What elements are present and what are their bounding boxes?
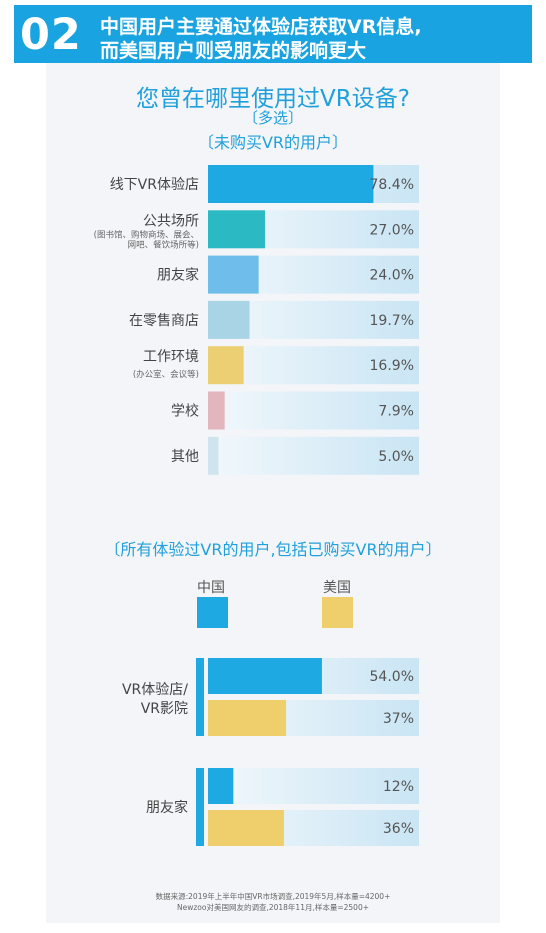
- legend-usa-label: 美国: [323, 580, 351, 596]
- category-label: 学校: [171, 403, 199, 420]
- legend-usa-swatch: [322, 597, 353, 628]
- bar: [208, 436, 219, 475]
- bar: [208, 391, 225, 430]
- bar: [208, 210, 265, 249]
- multi-select-note: 〔多选〕: [242, 109, 303, 127]
- category-sublabel: 网吧、餐饮场所等): [128, 239, 199, 250]
- bar: [208, 700, 287, 736]
- bar: [208, 346, 244, 385]
- section-number: 02: [20, 10, 82, 60]
- value-label: 5.0%: [378, 449, 414, 465]
- header-banner: 02 中国用户主要通过体验店获取VR信息, 而美国用户则受朋友的影响更大: [14, 5, 532, 63]
- category-label: 工作环境: [143, 349, 199, 365]
- value-label: 16.9%: [370, 358, 414, 374]
- category-label: VR影院: [141, 701, 188, 717]
- source-note-2: Newzoo对美国网友的调查,2018年11月,样本量=2500+: [176, 903, 370, 912]
- header-title-line-2: 而美国用户则受朋友的影响更大: [100, 40, 367, 62]
- value-label: 54.0%: [370, 669, 414, 685]
- category-label: 其他: [171, 449, 199, 465]
- value-label: 7.9%: [378, 404, 414, 420]
- category-label: 在零售商店: [129, 313, 199, 329]
- value-label: 19.7%: [370, 313, 414, 329]
- value-label: 78.4%: [370, 177, 414, 193]
- bar: [208, 768, 234, 804]
- group2-title: 〔所有体验过VR的用户,包括已购买VR的用户〕: [104, 540, 442, 559]
- category-label: 朋友家: [146, 799, 188, 816]
- value-label: 27.0%: [370, 222, 414, 238]
- group-marker: [196, 658, 204, 736]
- bar: [208, 810, 284, 846]
- legend-china-label: 中国: [197, 580, 225, 596]
- category-label: 公共场所: [143, 213, 199, 229]
- bar-track: [208, 436, 419, 475]
- group-marker: [196, 768, 204, 846]
- bar: [208, 658, 322, 694]
- category-label: VR体验店/: [122, 682, 188, 698]
- value-label: 12%: [383, 779, 414, 795]
- category-label: 线下VR体验店: [110, 177, 199, 193]
- bar: [208, 300, 250, 339]
- value-label: 37%: [383, 711, 414, 727]
- bar: [208, 255, 259, 294]
- question-title: 您曾在哪里使用过VR设备?: [136, 86, 410, 112]
- bar-track: [208, 768, 419, 804]
- category-label: 朋友家: [157, 267, 199, 284]
- value-label: 36%: [383, 821, 414, 837]
- bar-track: [208, 391, 419, 430]
- header-title-line-1: 中国用户主要通过体验店获取VR信息,: [100, 16, 422, 38]
- value-label: 24.0%: [370, 268, 414, 284]
- category-sublabel: (图书馆、购物商场、展会、: [94, 229, 199, 240]
- source-note-1: 数据来源:2019年上半年中国VR市场调查,2019年5月,样本量=4200+: [155, 892, 391, 901]
- group1-title: 〔未购买VR的用户〕: [197, 133, 349, 152]
- bar: [208, 165, 374, 203]
- chart-non-buyers: 78.4% 线下VR体验店 27.0% 公共场所(图书馆、购物商场、展会、网吧、餐饮场…: [94, 165, 419, 475]
- legend-china-swatch: [197, 597, 228, 628]
- category-sublabel: (办公室、会议等): [133, 369, 199, 380]
